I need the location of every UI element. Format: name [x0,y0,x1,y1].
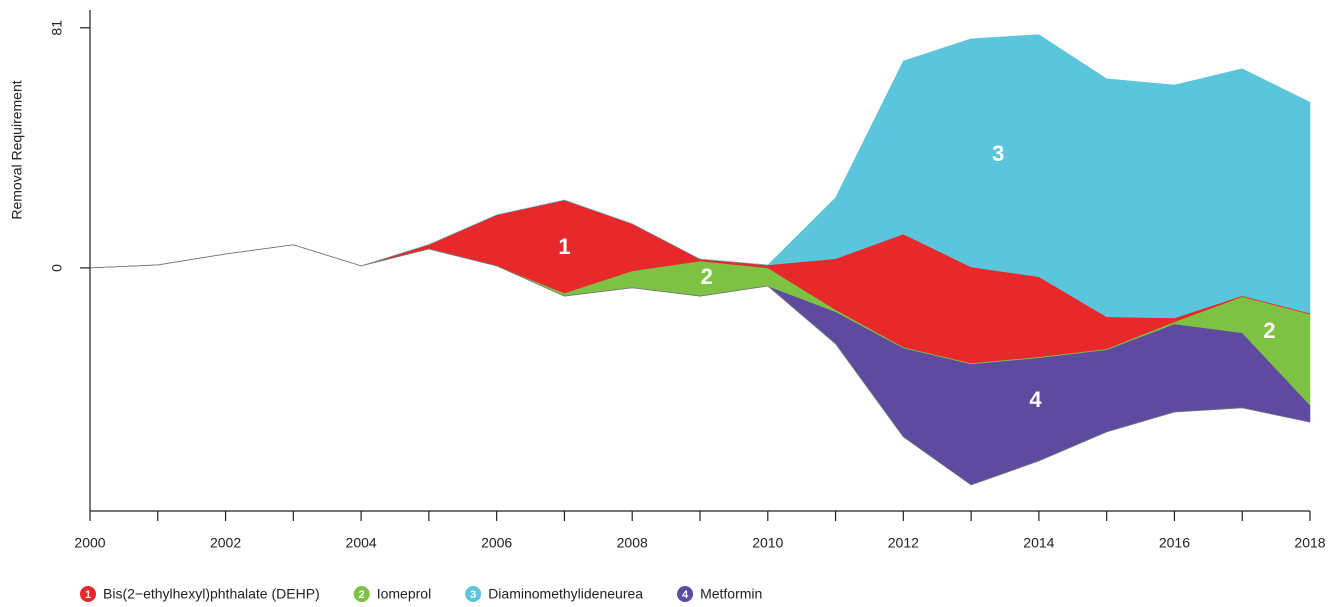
area-label: 4 [1029,387,1042,412]
x-tick-label: 2006 [481,535,512,551]
legend-label: Metformin [700,586,762,602]
legend-number: 3 [470,589,476,601]
legend-marker [465,586,482,602]
x-tick-label: 2008 [617,535,648,551]
legend-number: 1 [85,589,91,601]
x-tick-label: 2012 [888,535,919,551]
x-tick-label: 2018 [1294,535,1325,551]
y-tick-label: 81 [49,20,65,36]
area-label: 3 [992,141,1004,166]
legend-marker [80,586,96,602]
baseline-line [89,244,1311,486]
stream-area [89,34,1311,319]
legend-number: 2 [359,589,365,601]
x-tick-label: 2016 [1159,535,1190,551]
legend-item: 3 Diaminomethylideneurea [465,586,643,602]
legend-item: 4 Metformin [677,586,762,602]
legend-label: Bis(2−ethylhexyl)phthalate (DEHP) [103,586,320,602]
legend-marker [677,586,694,602]
x-tick-label: 2002 [210,535,241,551]
x-tick-label: 2000 [74,535,105,551]
x-tick-label: 2014 [1023,535,1054,551]
area-label: 2 [701,264,713,289]
area-label: 1 [558,234,570,259]
legend-marker [353,586,370,602]
y-axis-label: Removal Requirement [9,80,25,219]
x-tick-label: 2010 [752,535,783,551]
legend-label: Diaminomethylideneurea [488,586,643,602]
legend-label: Iomeprol [377,586,431,602]
y-tick-label: 0 [49,264,65,272]
area-label: 2 [1263,318,1275,343]
x-tick-label: 2004 [346,535,377,551]
legend-number: 4 [682,589,689,601]
legend-item: 1 Bis(2−ethylhexyl)phthalate (DEHP) [80,586,320,602]
legend-item: 2 Iomeprol [353,586,431,602]
